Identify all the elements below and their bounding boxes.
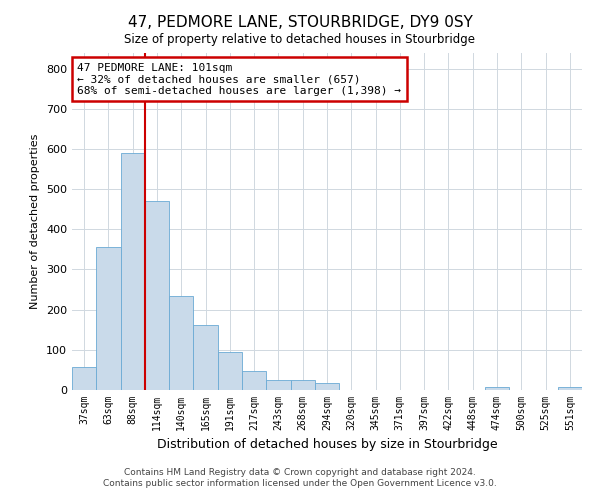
Bar: [242, 370, 266, 390]
Text: Contains HM Land Registry data © Crown copyright and database right 2024.
Contai: Contains HM Land Registry data © Crown c…: [103, 468, 497, 487]
Y-axis label: Number of detached properties: Number of detached properties: [31, 134, 40, 309]
Bar: [72, 366, 96, 390]
Bar: [485, 387, 509, 390]
X-axis label: Distribution of detached houses by size in Stourbridge: Distribution of detached houses by size …: [157, 438, 497, 452]
Bar: [193, 324, 218, 390]
Bar: [266, 380, 290, 390]
Bar: [169, 296, 193, 390]
Bar: [315, 383, 339, 390]
Text: Size of property relative to detached houses in Stourbridge: Size of property relative to detached ho…: [125, 32, 476, 46]
Bar: [558, 387, 582, 390]
Bar: [121, 153, 145, 390]
Bar: [218, 352, 242, 390]
Text: 47 PEDMORE LANE: 101sqm
← 32% of detached houses are smaller (657)
68% of semi-d: 47 PEDMORE LANE: 101sqm ← 32% of detache…: [77, 62, 401, 96]
Bar: [290, 380, 315, 390]
Bar: [96, 248, 121, 390]
Bar: [145, 201, 169, 390]
Text: 47, PEDMORE LANE, STOURBRIDGE, DY9 0SY: 47, PEDMORE LANE, STOURBRIDGE, DY9 0SY: [128, 15, 472, 30]
